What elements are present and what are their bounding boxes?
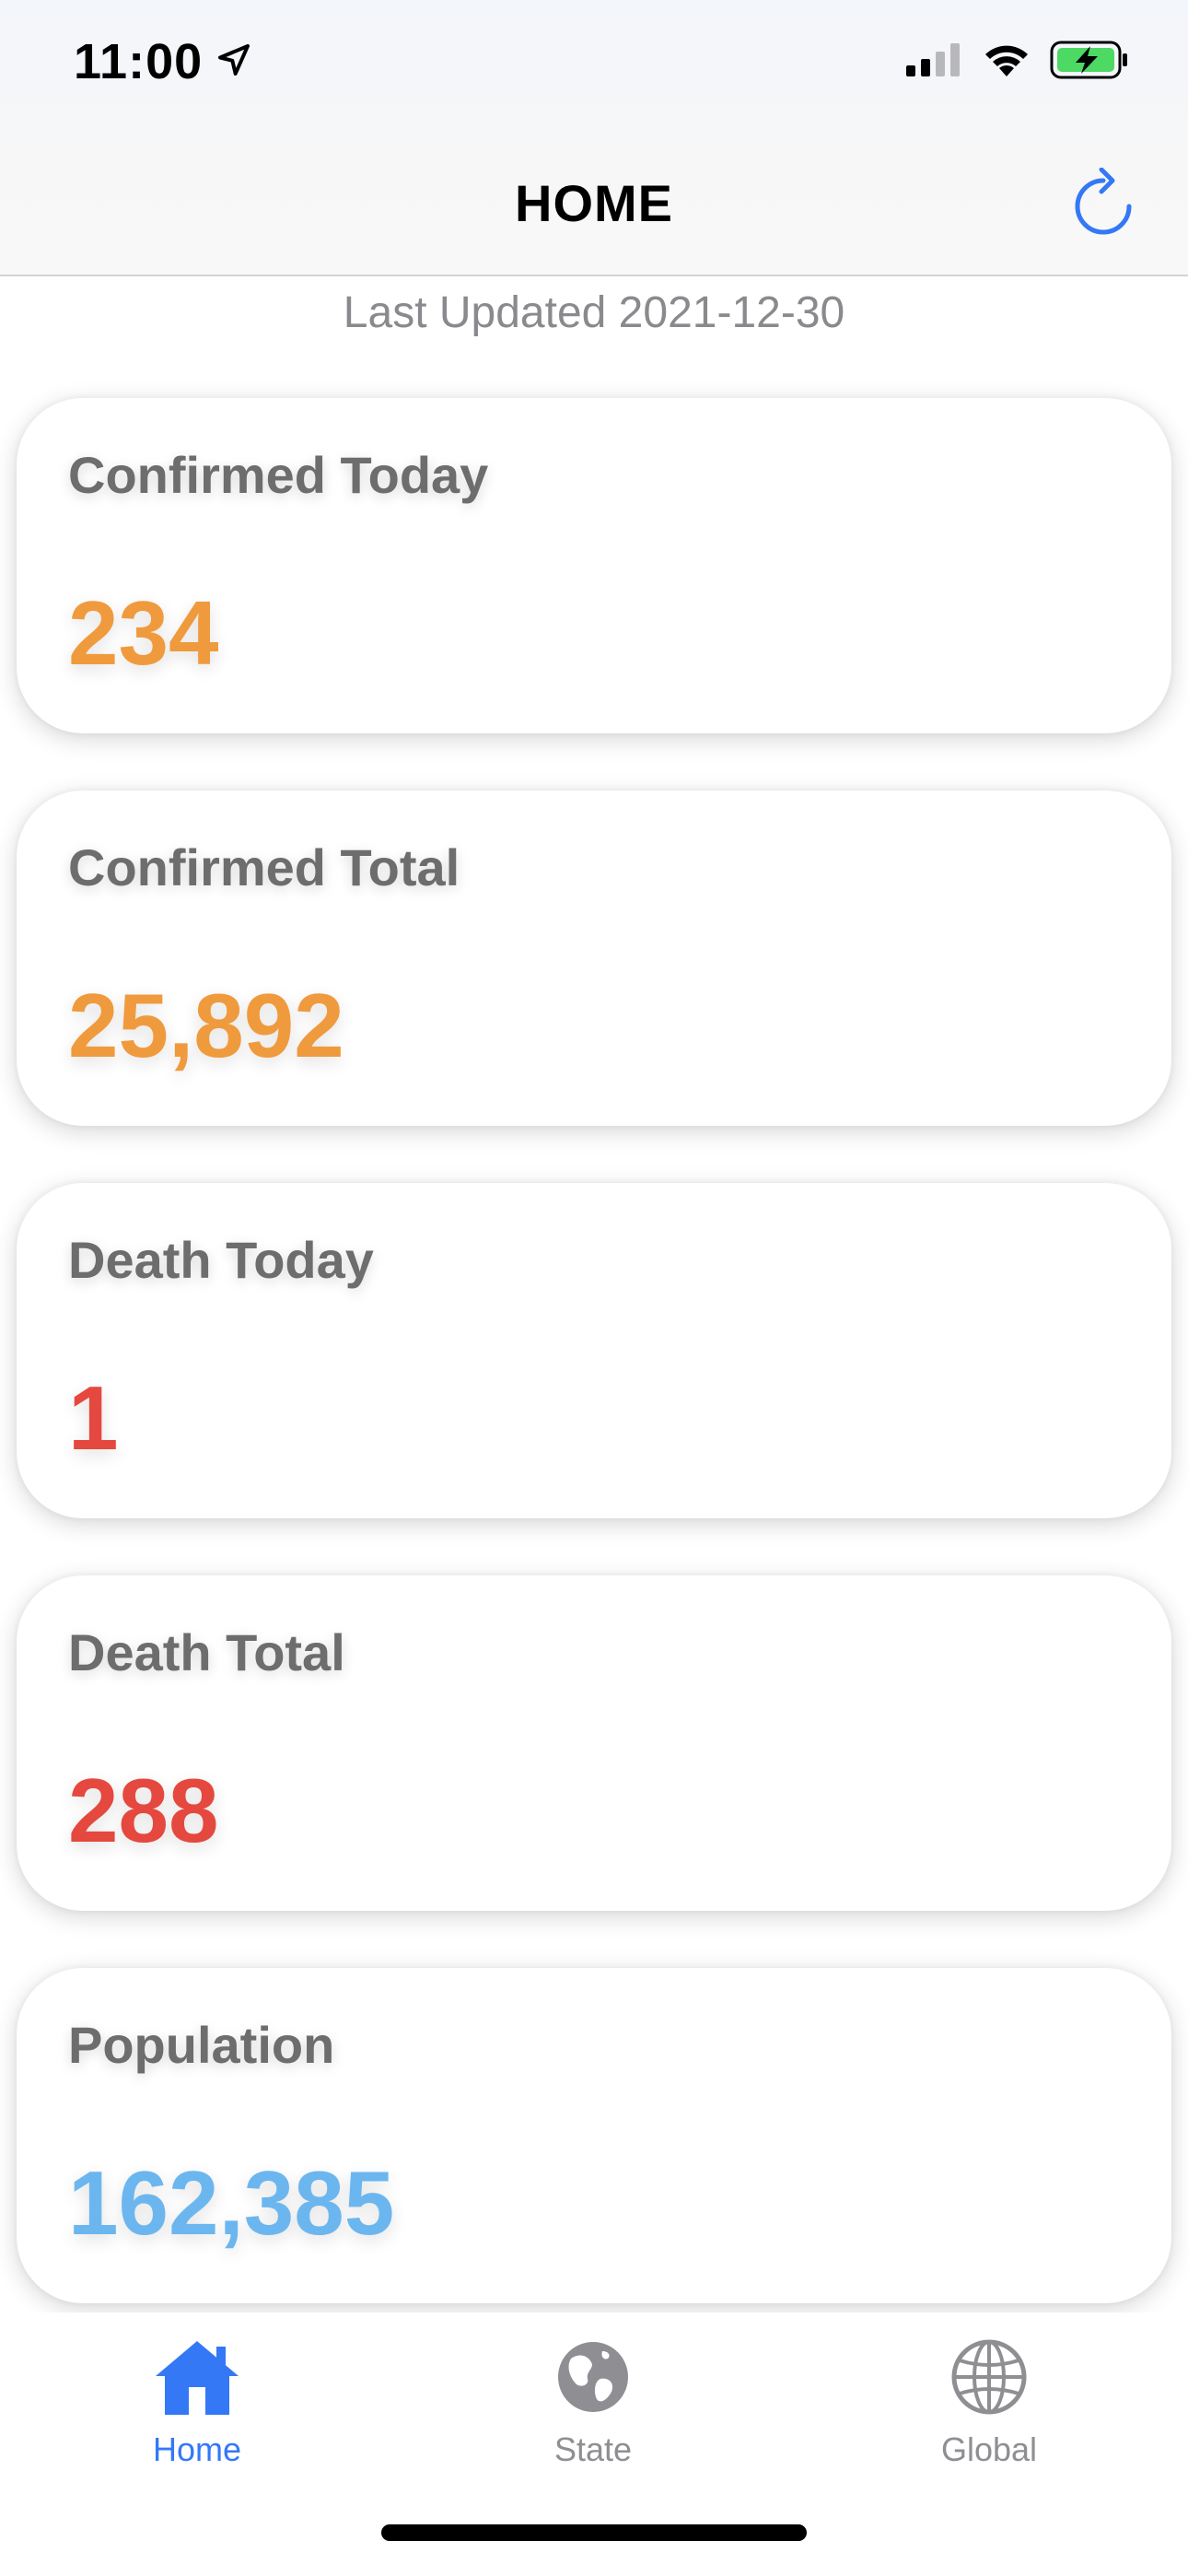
tab-state-label: State	[553, 2430, 633, 2468]
home-indicator	[381, 2524, 807, 2541]
status-time-text: 11:00	[74, 34, 204, 89]
refresh-button[interactable]	[1059, 162, 1147, 251]
confirmed-today-card: Confirmed Today 234	[17, 398, 1171, 733]
card-label: Confirmed Total	[68, 838, 460, 896]
card-value: 162,385	[68, 2152, 395, 2254]
house-icon	[151, 2331, 243, 2423]
death-today-card: Death Today 1	[17, 1183, 1171, 1518]
location-arrow-icon	[215, 33, 252, 90]
tab-home[interactable]: Home	[59, 2331, 335, 2469]
card-label: Confirmed Today	[68, 446, 489, 504]
tab-global-label: Global	[940, 2430, 1038, 2468]
card-label: Population	[68, 2016, 335, 2074]
status-time: 11:00	[74, 33, 252, 90]
globe-americas-icon	[547, 2331, 639, 2423]
death-total-card: Death Total 288	[17, 1575, 1171, 1911]
tab-home-label: Home	[152, 2430, 242, 2468]
card-value: 288	[68, 1760, 219, 1861]
tab-global[interactable]: Global	[851, 2331, 1127, 2469]
battery-charging-icon	[1050, 41, 1129, 84]
wifi-icon	[982, 41, 1031, 83]
navigation-bar: 11:00	[0, 0, 1188, 276]
globe-grid-icon	[943, 2331, 1035, 2423]
card-label: Death Total	[68, 1623, 345, 1681]
page-title: HOME	[515, 174, 673, 232]
tab-bar: Home State	[0, 2313, 1188, 2576]
cellular-signal-icon	[906, 43, 963, 81]
card-value: 1	[68, 1367, 119, 1469]
card-value: 25,892	[68, 975, 344, 1076]
refresh-icon	[1068, 167, 1138, 246]
tab-state[interactable]: State	[455, 2331, 731, 2469]
card-value: 234	[68, 582, 219, 684]
status-indicators	[906, 41, 1129, 84]
last-updated-text: Last Updated 2021-12-30	[343, 288, 845, 337]
confirmed-total-card: Confirmed Total 25,892	[17, 790, 1171, 1126]
card-label: Death Today	[68, 1231, 374, 1289]
population-card: Population 162,385	[17, 1968, 1171, 2303]
